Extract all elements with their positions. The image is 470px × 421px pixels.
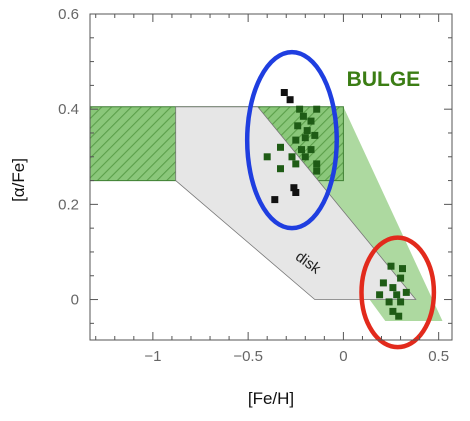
data-point-7 bbox=[294, 122, 302, 130]
y-axis-label: [α/Fe] bbox=[9, 158, 28, 202]
x-tick-label-3: 0 bbox=[339, 348, 347, 365]
data-point-28 bbox=[379, 279, 387, 287]
data-point-21 bbox=[313, 167, 321, 175]
data-point-27 bbox=[397, 274, 405, 282]
data-point-32 bbox=[402, 288, 410, 296]
axis-ticks: −1 −0.5 0 0.5 0 0.2 0.4 0.6 bbox=[58, 6, 452, 365]
data-point-20 bbox=[277, 165, 284, 173]
y-tick-label-3: 0.4 bbox=[58, 101, 79, 118]
ellipse-metal-poor-bulge-stars bbox=[244, 49, 339, 231]
data-point-26 bbox=[399, 265, 406, 273]
data-point-11 bbox=[292, 136, 300, 144]
data-point-15 bbox=[288, 153, 296, 161]
data-point-30 bbox=[376, 291, 384, 299]
x-axis-label: [Fe/H] bbox=[248, 389, 294, 408]
data-point-3 bbox=[296, 105, 304, 113]
highlight-ellipses bbox=[244, 49, 437, 350]
data-point-24 bbox=[271, 196, 279, 204]
data-point-36 bbox=[395, 312, 403, 320]
data-point-29 bbox=[389, 284, 397, 292]
data-point-14 bbox=[307, 146, 315, 154]
x-tick-label-2: −0.5 bbox=[233, 348, 263, 365]
data-point-8 bbox=[303, 127, 311, 135]
data-point-22 bbox=[290, 184, 298, 192]
data-point-6 bbox=[307, 117, 315, 125]
data-point-18 bbox=[313, 160, 321, 168]
y-tick-label-4: 0.6 bbox=[58, 6, 79, 23]
data-point-2 bbox=[286, 96, 294, 104]
data-point-9 bbox=[301, 134, 309, 142]
data-point-16 bbox=[301, 153, 309, 161]
data-point-10 bbox=[311, 131, 319, 139]
region-disk-band bbox=[175, 106, 417, 300]
ellipse-metal-rich-bulge-stars bbox=[359, 235, 437, 350]
data-point-5 bbox=[299, 112, 307, 120]
data-point-17 bbox=[263, 153, 271, 161]
data-point-19 bbox=[292, 160, 300, 168]
data-point-1 bbox=[280, 89, 288, 96]
shaded-regions bbox=[90, 106, 443, 321]
data-points bbox=[263, 89, 410, 320]
bulge-annotation: BULGE bbox=[347, 68, 421, 91]
data-point-31 bbox=[393, 291, 401, 299]
data-point-35 bbox=[389, 307, 397, 315]
plot-frame bbox=[89, 13, 453, 341]
data-point-23 bbox=[292, 189, 300, 196]
data-point-34 bbox=[397, 298, 405, 306]
data-point-13 bbox=[298, 146, 305, 154]
data-point-4 bbox=[313, 105, 321, 113]
data-point-25 bbox=[387, 262, 395, 270]
y-tick-label-2: 0.2 bbox=[58, 196, 79, 213]
data-point-33 bbox=[385, 298, 393, 306]
x-tick-label-1: −1 bbox=[144, 348, 161, 365]
data-point-12 bbox=[277, 143, 284, 151]
x-tick-label-4: 0.5 bbox=[428, 348, 449, 365]
y-tick-label-1: 0 bbox=[71, 292, 79, 309]
